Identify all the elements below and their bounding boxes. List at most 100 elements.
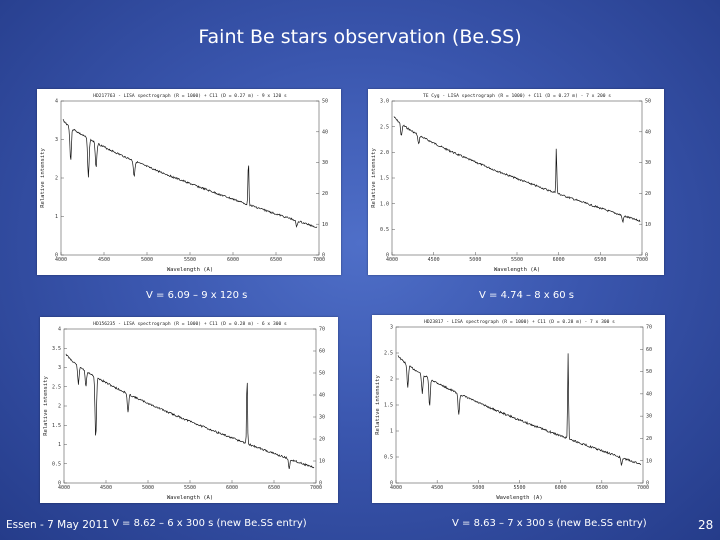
x-axis-label: Wavelength (A) [167,495,213,501]
x-tick-label: 6000 [226,485,238,491]
x-tick-label: 5500 [511,257,523,263]
y2-tick-label: 30 [319,415,325,421]
y2-tick-label: 40 [319,393,325,399]
x-tick-label: 6500 [270,257,282,263]
plot-frame [395,326,644,484]
y-tick-label: 1.5 [52,423,61,429]
y2-tick-label: 10 [319,459,325,465]
y-tick-label: 2.0 [380,150,389,156]
plot-header: HD217763 - LISA spectrograph (R = 1000) … [93,93,287,99]
plot-header: HD23817 - LISA spectrograph (R = 1000) +… [424,319,615,325]
spectrum-line [65,353,315,469]
y2-tick-label: 40 [322,129,328,135]
y-tick-label: 2 [58,404,61,410]
spectrum-plot-4: HD23817 - LISA spectrograph (R = 1000) +… [372,315,665,503]
x-tick-label: 6500 [596,485,608,491]
y-tick-label: 3.5 [52,346,61,352]
x-tick-label: 6000 [555,485,567,491]
spectrum-line [393,116,641,224]
y2-tick-label: 0 [322,253,325,259]
y2-tick-label: 0 [646,481,649,487]
x-axis-label: Wavelength (A) [494,267,540,273]
y-tick-label: 2 [55,176,58,182]
x-tick-label: 4000 [55,257,67,263]
y2-tick-label: 0 [645,253,648,259]
y2-tick-label: 40 [646,391,652,397]
y2-tick-label: 60 [646,347,652,353]
y2-tick-label: 50 [319,371,325,377]
page-number: 28 [698,518,714,532]
spectrum-plot-3: HD156235 - LISA spectrograph (R = 1000) … [40,317,338,503]
x-tick-label: 4000 [58,485,70,491]
y-tick-label: 3.0 [380,99,389,105]
y2-tick-label: 0 [319,481,322,487]
y2-tick-label: 10 [645,222,651,228]
y-tick-label: 3 [58,365,61,371]
y-tick-label: 1.5 [380,176,389,182]
y-axis-label: Relative intensity [40,148,46,208]
plot-caption-3: V = 8.62 – 6 x 300 s (new Be.SS entry) [112,518,307,529]
x-tick-label: 5500 [513,485,525,491]
x-tick-label: 5000 [142,485,154,491]
y2-tick-label: 70 [646,325,652,331]
y2-tick-label: 40 [645,129,651,135]
x-tick-label: 7000 [310,485,322,491]
spectrum-chart: HD217763 - LISA spectrograph (R = 1000) … [40,93,328,273]
x-tick-label: 6000 [227,257,239,263]
y-tick-label: 3 [390,325,393,331]
x-tick-label: 4500 [98,257,110,263]
y2-tick-label: 50 [322,99,328,105]
y2-tick-label: 70 [319,327,325,333]
y2-tick-label: 10 [322,222,328,228]
y2-tick-label: 20 [319,437,325,443]
y2-tick-label: 20 [646,436,652,442]
y-tick-label: 2.5 [380,124,389,130]
y-tick-label: 3 [55,137,58,143]
x-tick-label: 7000 [636,257,648,263]
y-tick-label: 2.5 [52,384,61,390]
y-tick-label: 0.5 [52,461,61,467]
plot-frame [63,328,317,484]
slide-title: Faint Be stars observation (Be.SS) [198,26,522,48]
y-axis-label: Relative intensity [375,375,381,435]
y2-tick-label: 50 [645,99,651,105]
plot-header: TE Cyg - LISA spectrograph (R = 1000) + … [423,93,611,99]
x-tick-label: 5000 [469,257,481,263]
x-tick-label: 4500 [428,257,440,263]
y2-tick-label: 30 [322,160,328,166]
y-tick-label: 2 [390,377,393,383]
x-axis-label: Wavelength (A) [496,495,542,501]
y2-tick-label: 20 [645,191,651,197]
plot-caption-2: V = 4.74 – 8 x 60 s [479,290,574,301]
spectrum-line [62,119,318,228]
y-tick-label: 1 [390,429,393,435]
plot-header: HD156235 - LISA spectrograph (R = 1000) … [93,321,287,327]
y2-tick-label: 10 [646,458,652,464]
x-tick-label: 7000 [313,257,325,263]
spectrum-chart: TE Cyg - LISA spectrograph (R = 1000) + … [371,93,651,273]
x-tick-label: 5500 [184,485,196,491]
y-tick-label: 0 [58,481,61,487]
plot-caption-1: V = 6.09 – 9 x 120 s [146,290,248,301]
spectrum-plot-2: TE Cyg - LISA spectrograph (R = 1000) + … [368,89,664,275]
y-tick-label: 1 [55,214,58,220]
spectrum-chart: HD156235 - LISA spectrograph (R = 1000) … [43,321,325,501]
x-tick-label: 5500 [184,257,196,263]
spectrum-chart: HD23817 - LISA spectrograph (R = 1000) +… [375,319,652,501]
x-axis-label: Wavelength (A) [167,267,213,273]
y-tick-label: 1.0 [380,201,389,207]
y-tick-label: 0.5 [384,455,393,461]
x-tick-label: 7000 [637,485,649,491]
plot-frame [60,100,320,256]
x-tick-label: 4000 [386,257,398,263]
x-tick-label: 5000 [141,257,153,263]
y-tick-label: 1.5 [384,403,393,409]
footer-event: Essen - 7 May 2011 [6,519,109,531]
y-tick-label: 4 [55,99,58,105]
y-tick-label: 0 [55,253,58,259]
y-tick-label: 0 [390,481,393,487]
x-tick-label: 4500 [431,485,443,491]
y2-tick-label: 30 [645,160,651,166]
spectrum-line [397,353,642,467]
y-axis-label: Relative intensity [371,148,377,208]
